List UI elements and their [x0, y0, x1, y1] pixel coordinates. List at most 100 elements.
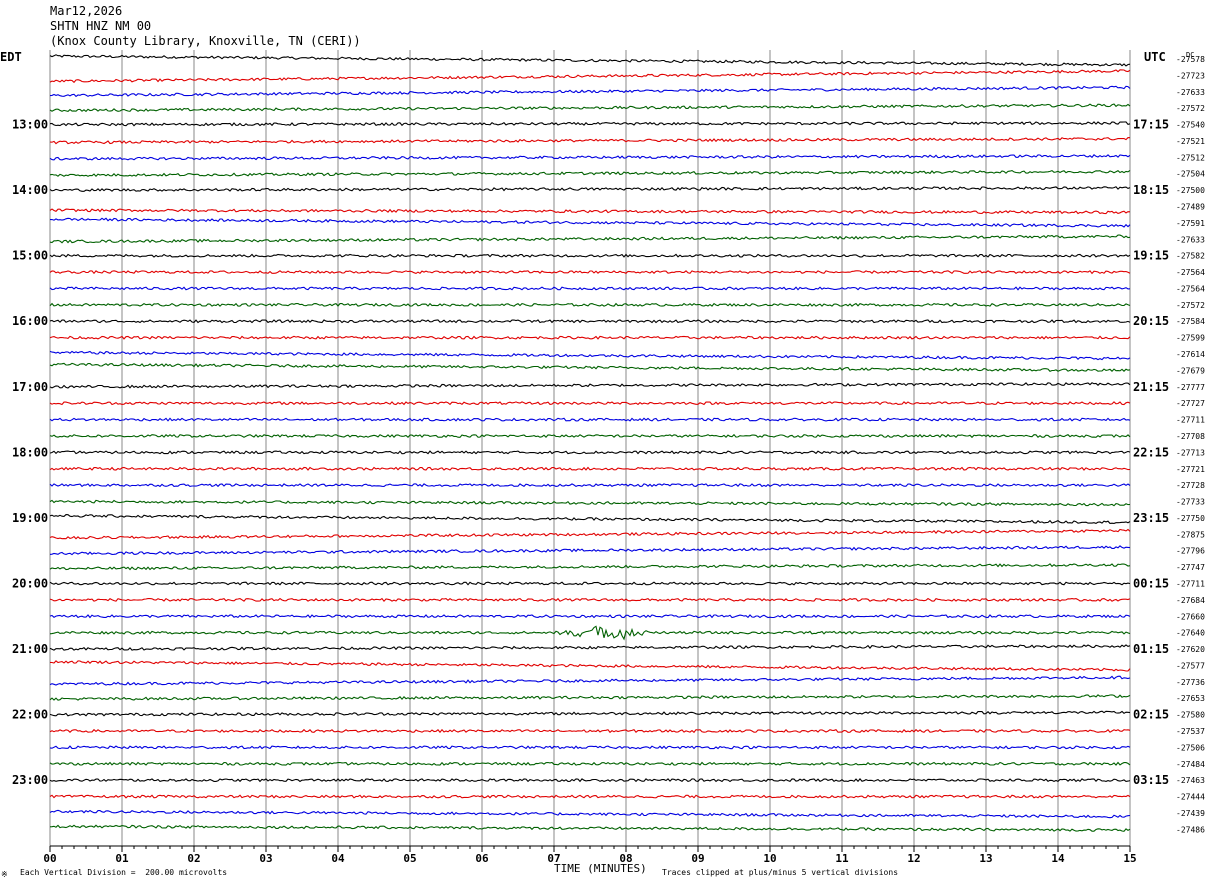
right-time-label: 21:15: [1133, 380, 1169, 394]
right-time-label: 23:15: [1133, 511, 1169, 525]
x-axis: 00 01 02 03 04 05 06 07 08 09 10 11 12 13 14 15: [43, 845, 1137, 865]
trace-45: [49, 794, 1131, 799]
left-time-label: 17:00: [12, 380, 48, 394]
trace-offset-label: -27572: [1176, 301, 1205, 310]
right-time-label: 00:15: [1133, 576, 1169, 590]
trace-offset-label: -27727: [1176, 399, 1205, 408]
left-time-label: 21:00: [12, 642, 48, 656]
trace-offset-label: -27577: [1176, 661, 1205, 670]
x-tick-label-3: 03: [259, 852, 272, 865]
trace-0: [49, 54, 1131, 67]
trace-offset-label: -27504: [1176, 170, 1205, 179]
x-tick-label-12: 12: [907, 852, 920, 865]
trace-38: [49, 675, 1131, 686]
x-tick-label-14: 14: [1051, 852, 1065, 865]
trace-46: [49, 809, 1131, 819]
grid-lines: [49, 50, 1131, 846]
header-date: Mar12,2026: [50, 4, 123, 18]
trace-18: [49, 350, 1131, 361]
trace-offset-label: -27484: [1176, 760, 1205, 769]
trace-33: [49, 597, 1131, 603]
trace-offset-label: -27444: [1176, 793, 1205, 802]
trace-offset-label: -27633: [1176, 88, 1205, 97]
trace-offset-label: -27506: [1176, 743, 1205, 752]
trace-12: [49, 253, 1131, 258]
trace-offset-label: -27439: [1176, 809, 1205, 818]
trace-offset-label: -27599: [1176, 334, 1205, 343]
trace-29: [49, 528, 1131, 540]
x-tick-label-5: 05: [403, 852, 416, 865]
trace-offset-label: -27572: [1176, 104, 1205, 113]
left-time-label: 13:00: [12, 118, 48, 132]
trace-9: [49, 208, 1131, 215]
x-tick-label-4: 04: [331, 852, 345, 865]
trace-31: [49, 563, 1131, 571]
x-tick-label-13: 13: [979, 852, 992, 865]
scale-note: Each Vertical Division = 200.00 microvol…: [20, 868, 228, 877]
trace-25: [49, 466, 1131, 471]
trace-offset-label: -27747: [1176, 563, 1205, 572]
trace-offset-label: -27660: [1176, 612, 1205, 621]
trace-35: [49, 625, 1131, 641]
left-time-label: 16:00: [12, 314, 48, 328]
right-time-label: 18:15: [1133, 183, 1169, 197]
trace-offset-label: -27620: [1176, 645, 1205, 654]
trace-offset-label: -27653: [1176, 694, 1205, 703]
trace-4: [49, 121, 1131, 127]
trace-2: [49, 85, 1131, 98]
trace-34: [49, 614, 1131, 619]
trace-offset-label: -27521: [1176, 137, 1205, 146]
x-tick-label-8: 08: [619, 852, 632, 865]
x-tick-label-2: 02: [187, 852, 200, 865]
trace-offset-label: -27564: [1176, 268, 1205, 277]
trace-offset-label: -27486: [1176, 825, 1205, 834]
trace-offset-label: -27721: [1176, 465, 1205, 474]
trace-19: [49, 362, 1131, 372]
trace-offset-label: -27614: [1176, 350, 1205, 359]
trace-6: [49, 154, 1131, 161]
left-timezone-label: EDT: [0, 50, 22, 64]
trace-offset-label: -27728: [1176, 481, 1205, 490]
trace-17: [49, 335, 1131, 340]
clip-note: Traces clipped at plus/minus 5 vertical …: [662, 868, 899, 877]
trace-44: [49, 778, 1131, 783]
header-station: SHTN HNZ NM 00: [50, 19, 152, 33]
left-time-label: 23:00: [12, 773, 48, 787]
trace-offset-label: -27684: [1176, 596, 1205, 605]
header-location: (Knox County Library, Knoxville, TN (CER…: [50, 34, 361, 48]
right-time-label: 02:15: [1133, 708, 1169, 722]
x-tick-label-10: 10: [763, 852, 776, 865]
corner-mark: ※: [1, 870, 8, 879]
left-time-label: 19:00: [12, 511, 48, 525]
trace-offset-label: -27633: [1176, 235, 1205, 244]
left-time-label: 18:00: [12, 445, 48, 459]
trace-24: [49, 450, 1131, 455]
trace-15: [49, 302, 1131, 307]
trace-37: [49, 660, 1131, 672]
trace-14: [49, 286, 1131, 291]
trace-39: [49, 694, 1131, 701]
x-tick-label-1: 01: [115, 852, 129, 865]
trace-offset-label: -27578: [1176, 55, 1205, 64]
trace-offset-label: -27500: [1176, 186, 1205, 195]
trace-41: [49, 728, 1131, 734]
trace-5: [49, 137, 1131, 145]
trace-offset-label: -27591: [1176, 219, 1205, 228]
right-time-label: 03:15: [1133, 773, 1169, 787]
right-time-label: 19:15: [1133, 249, 1169, 263]
trace-offset-label: -27875: [1176, 530, 1205, 539]
left-time-label: 20:00: [12, 576, 48, 590]
trace-16: [49, 319, 1131, 324]
trace-20: [49, 382, 1131, 389]
trace-offset-label: -27540: [1176, 121, 1205, 130]
trace-offset-label: -27750: [1176, 514, 1205, 523]
trace-32: [49, 581, 1131, 586]
x-tick-label-7: 07: [547, 852, 560, 865]
trace-offset-label: -27564: [1176, 284, 1205, 293]
trace-offset-label: -27489: [1176, 203, 1205, 212]
left-time-label: 14:00: [12, 183, 48, 197]
right-timezone-label: UTC: [1144, 50, 1166, 64]
trace-offset-label: -27708: [1176, 432, 1205, 441]
trace-8: [49, 186, 1131, 192]
trace-11: [49, 234, 1131, 244]
